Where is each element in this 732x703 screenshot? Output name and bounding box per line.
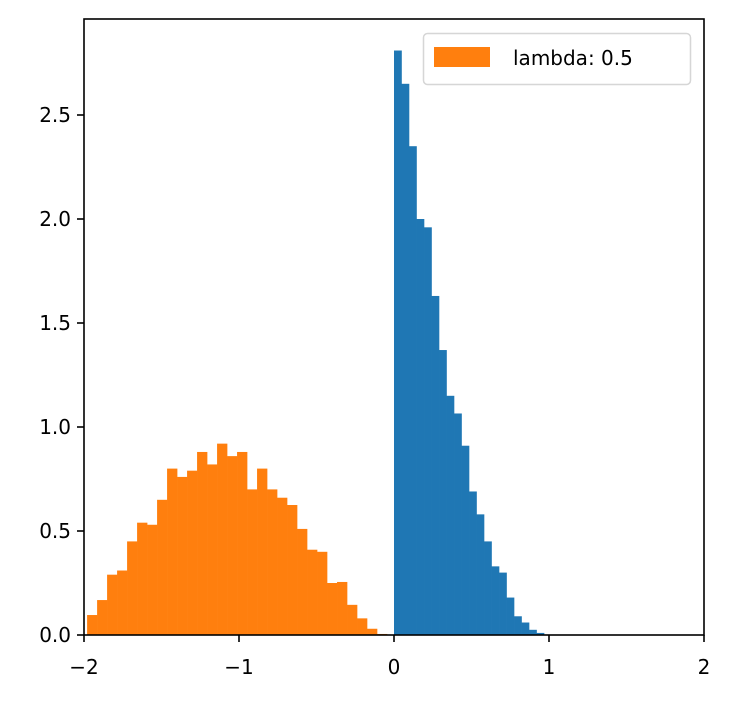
histogram-bar xyxy=(207,464,218,635)
histogram-bar xyxy=(476,514,485,635)
histogram-bar xyxy=(317,551,328,635)
histogram-bar xyxy=(187,470,198,635)
y-tick-label: 0.0 xyxy=(39,623,71,647)
x-tick-label: 2 xyxy=(698,655,711,679)
y-tick-label: 2.5 xyxy=(39,103,71,127)
y-tick-label: 1.0 xyxy=(39,415,71,439)
histogram-bar xyxy=(416,219,425,635)
histogram-bar xyxy=(484,541,492,635)
histogram-bar xyxy=(409,146,417,635)
x-tick-label: −1 xyxy=(224,655,253,679)
histogram-bar xyxy=(307,549,318,635)
histogram-bar xyxy=(217,443,228,635)
histogram-bar xyxy=(499,572,507,635)
histogram-bar xyxy=(157,499,168,635)
histogram-bar xyxy=(536,632,545,635)
legend-frame xyxy=(422,32,692,86)
y-tick-label: 2.0 xyxy=(39,207,71,231)
histogram-bar xyxy=(514,616,522,635)
histogram-bar xyxy=(247,489,258,635)
y-tick-label: 0.5 xyxy=(39,519,71,543)
y-tick-label: 1.5 xyxy=(39,311,71,335)
histogram-bar xyxy=(177,476,188,635)
histogram-bar xyxy=(521,622,530,635)
histogram-bar xyxy=(257,468,268,635)
histogram-bar xyxy=(227,456,238,635)
histogram-bar xyxy=(424,227,432,635)
histogram-bar xyxy=(277,497,288,635)
histogram-bar xyxy=(357,618,368,635)
histogram-bar xyxy=(394,50,402,635)
histogram-bars xyxy=(87,50,545,636)
histogram-bar xyxy=(401,83,410,636)
histogram-bar xyxy=(491,566,500,635)
histogram-bar xyxy=(147,524,158,635)
histogram-bar xyxy=(431,295,440,635)
histogram-bar xyxy=(347,604,358,635)
histogram-bar xyxy=(167,468,178,635)
histogram-bar xyxy=(267,489,278,635)
histogram-bar xyxy=(469,491,477,635)
histogram-bar xyxy=(97,600,108,635)
histogram-bar xyxy=(327,583,338,635)
histogram-bar xyxy=(337,581,348,635)
histogram-bar xyxy=(137,522,148,635)
legend-label: lambda: 0.5 xyxy=(513,46,633,70)
histogram-bar xyxy=(529,629,537,635)
x-tick-label: 1 xyxy=(543,655,556,679)
series-baseline xyxy=(394,50,545,636)
histogram-bar xyxy=(287,505,298,635)
histogram-bar xyxy=(107,574,118,635)
legend: lambda: 0.5 xyxy=(422,32,692,86)
series-lambda-0-5 xyxy=(87,443,388,635)
histogram-bar xyxy=(367,628,378,635)
histogram-bar xyxy=(197,451,208,635)
histogram-bar xyxy=(461,445,470,635)
histogram-bar xyxy=(506,597,515,635)
x-tick-label: 0 xyxy=(388,655,401,679)
axis-ticks: −2 −1 0 1 2 0.0 0.5 1.0 1.5 2.0 2.5 xyxy=(39,103,710,679)
histogram-bar xyxy=(117,570,128,635)
histogram-bar xyxy=(297,528,308,635)
histogram-bar xyxy=(439,350,447,635)
x-tick-label: −2 xyxy=(69,655,98,679)
histogram-bar xyxy=(237,451,248,635)
legend-color-patch xyxy=(434,47,490,67)
histogram-bar xyxy=(454,413,462,635)
histogram-bar xyxy=(127,541,138,635)
histogram-bar xyxy=(446,395,455,635)
histogram-bar xyxy=(87,615,98,635)
